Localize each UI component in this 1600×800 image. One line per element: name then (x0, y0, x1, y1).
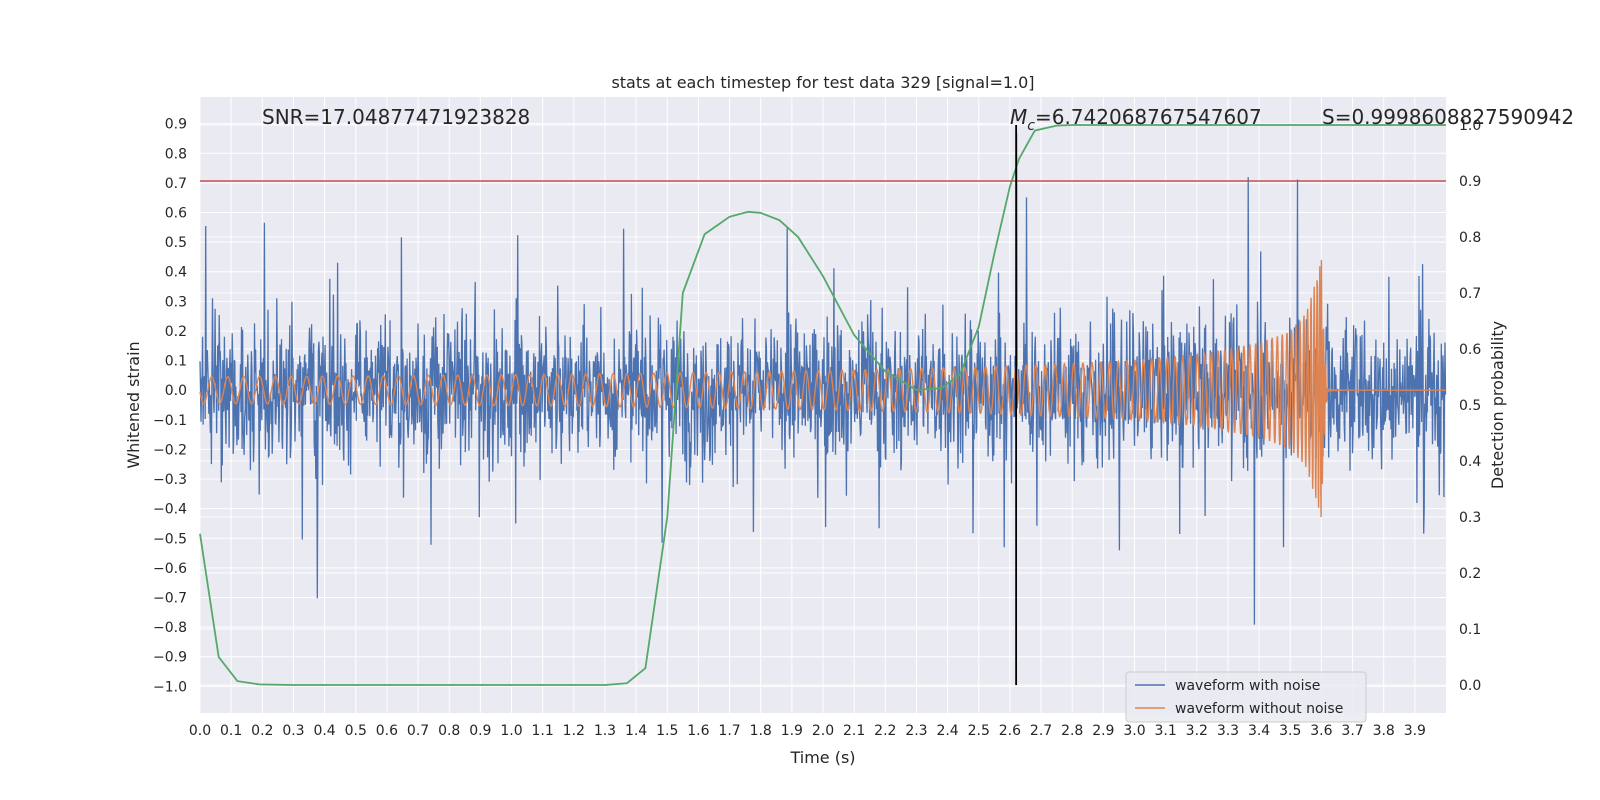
y-tick-label-left: −0.8 (153, 620, 187, 636)
x-tick-label: 0.8 (438, 723, 460, 739)
y-tick-label-left: −0.2 (153, 442, 187, 458)
legend: waveform with noise waveform without noi… (1125, 671, 1367, 723)
y-tick-label-left: −0.6 (153, 561, 187, 577)
x-tick-label: 1.8 (750, 723, 772, 739)
x-tick-label: 3.5 (1279, 723, 1301, 739)
x-tick-label: 2.0 (812, 723, 834, 739)
chirp-mass-subscript: c (1027, 118, 1035, 134)
y-tick-label-right: 0.6 (1459, 342, 1481, 358)
y-tick-label-right: 0.7 (1459, 286, 1481, 302)
tick-labels-layer: 0.0 0.1 0.2 0.3 0.4 0.5 0.6 0.7 0.8 0.9 1.0 1.1 1.2 1… (153, 117, 1481, 739)
legend-label-clean: waveform without noise (1175, 701, 1343, 717)
chirp-mass-value: =6.742068767547607 (1035, 105, 1262, 129)
x-tick-label: 3.9 (1404, 723, 1426, 739)
x-tick-label: 2.3 (905, 723, 927, 739)
x-tick-label: 0.5 (345, 723, 367, 739)
x-tick-label: 1.0 (500, 723, 522, 739)
x-tick-label: 1.4 (625, 723, 647, 739)
s-annotation: S=0.9998608827590942 (1322, 105, 1574, 129)
x-tick-label: 0.7 (407, 723, 429, 739)
chart-title: stats at each timestep for test data 329… (611, 73, 1034, 92)
y-axis-label-left: Whitened strain (124, 341, 143, 468)
x-tick-label: 2.6 (999, 723, 1021, 739)
x-tick-label: 0.1 (220, 723, 242, 739)
y-tick-label-left: 0.9 (165, 117, 187, 133)
y-tick-label-left: −1.0 (153, 679, 187, 695)
y-tick-label-left: −0.3 (153, 472, 187, 488)
x-tick-label: 3.4 (1248, 723, 1270, 739)
y-tick-label-left: 0.6 (165, 206, 187, 222)
y-tick-label-right: 0.4 (1459, 454, 1481, 470)
x-tick-label: 0.4 (313, 723, 335, 739)
legend-label-noisy: waveform with noise (1175, 678, 1320, 694)
chirp-mass-symbol: M (1010, 105, 1027, 129)
x-tick-label: 2.9 (1092, 723, 1114, 739)
x-tick-label: 1.5 (656, 723, 678, 739)
x-tick-label: 2.8 (1061, 723, 1083, 739)
x-tick-label: 2.7 (1030, 723, 1052, 739)
y-tick-label-left: 0.5 (165, 235, 187, 251)
y-axis-label-right: Detection probability (1488, 321, 1507, 489)
x-tick-label: 1.3 (594, 723, 616, 739)
x-tick-label: 2.2 (874, 723, 896, 739)
x-tick-label: 0.2 (251, 723, 273, 739)
x-tick-label: 3.6 (1310, 723, 1332, 739)
x-tick-label: 3.3 (1217, 723, 1239, 739)
y-tick-label-right: 0.0 (1459, 678, 1481, 694)
series-detection-probability (199, 124, 1446, 686)
series-clean-waveform (199, 259, 1446, 518)
noisy-waveform-layer (199, 133, 1447, 625)
y-tick-label-left: −0.7 (153, 591, 187, 607)
x-tick-label: 1.7 (718, 723, 740, 739)
x-tick-label: 1.1 (532, 723, 554, 739)
clean-waveform-layer (199, 259, 1446, 518)
y-tick-label-left: 0.3 (165, 294, 187, 310)
y-tick-label-left: 0.0 (165, 383, 187, 399)
snr-annotation: SNR=17.04877471923828 (262, 105, 530, 129)
series-noisy-waveform (199, 133, 1447, 625)
x-tick-label: 2.5 (968, 723, 990, 739)
reference-lines-layer (200, 125, 1446, 685)
x-tick-label: 3.1 (1155, 723, 1177, 739)
x-tick-label: 1.2 (563, 723, 585, 739)
chirp-mass-annotation: Mc=6.742068767547607 (1010, 105, 1262, 134)
y-tick-label-right: 0.2 (1459, 566, 1481, 582)
y-tick-label-right: 0.8 (1459, 230, 1481, 246)
y-tick-label-right: 0.5 (1459, 398, 1481, 414)
y-tick-label-left: −0.9 (153, 650, 187, 666)
probability-layer (199, 124, 1446, 686)
y-tick-label-right: 0.9 (1459, 174, 1481, 190)
x-tick-label: 3.0 (1123, 723, 1145, 739)
y-tick-label-right: 0.1 (1459, 622, 1481, 638)
y-tick-label-right: 1.0 (1459, 118, 1481, 134)
legend-frame (1125, 671, 1367, 723)
x-tick-label: 3.8 (1373, 723, 1395, 739)
x-tick-label: 0.6 (376, 723, 398, 739)
x-tick-label: 2.4 (936, 723, 958, 739)
x-tick-label: 0.9 (469, 723, 491, 739)
y-tick-label-left: 0.1 (165, 354, 187, 370)
x-tick-label: 1.9 (781, 723, 803, 739)
y-tick-label-left: −0.4 (153, 502, 187, 518)
x-tick-label: 1.6 (687, 723, 709, 739)
y-tick-label-left: 0.2 (165, 324, 187, 340)
y-tick-label-left: 0.8 (165, 146, 187, 162)
x-tick-label: 0.3 (282, 723, 304, 739)
y-tick-label-right: 0.3 (1459, 510, 1481, 526)
x-tick-label: 2.1 (843, 723, 865, 739)
x-tick-label: 0.0 (189, 723, 211, 739)
y-tick-label-left: 0.4 (165, 265, 187, 281)
x-tick-label: 3.2 (1186, 723, 1208, 739)
x-axis-label: Time (s) (789, 748, 855, 767)
y-tick-label-left: −0.1 (153, 413, 187, 429)
y-tick-label-left: 0.7 (165, 176, 187, 192)
x-tick-label: 3.7 (1341, 723, 1363, 739)
y-tick-label-left: −0.5 (153, 531, 187, 547)
